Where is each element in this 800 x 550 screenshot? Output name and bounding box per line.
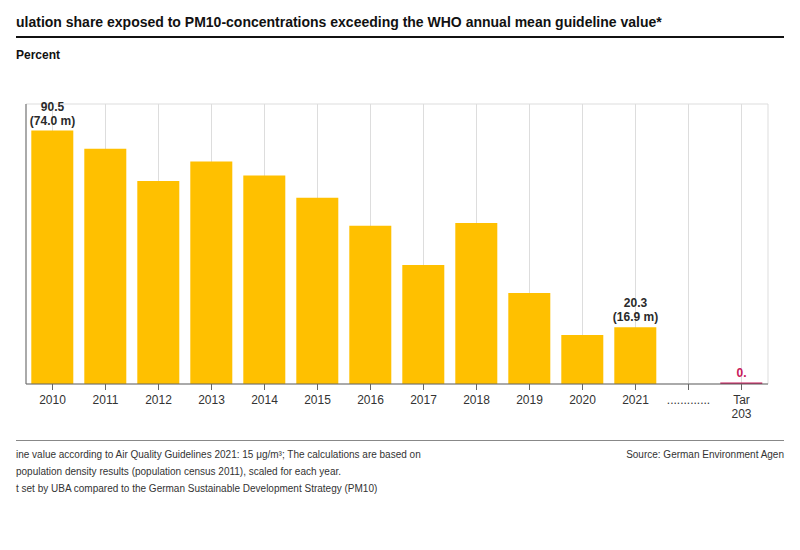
svg-text:2020: 2020 — [569, 393, 596, 407]
svg-text:2017: 2017 — [410, 393, 437, 407]
svg-text:2010: 2010 — [39, 393, 66, 407]
svg-text:Tar203: Tar203 — [731, 393, 751, 421]
svg-text:.............: ............. — [667, 393, 710, 407]
svg-text:2021: 2021 — [622, 393, 649, 407]
svg-text:2019: 2019 — [516, 393, 543, 407]
svg-text:2015: 2015 — [304, 393, 331, 407]
svg-text:2011: 2011 — [93, 393, 119, 407]
svg-text:20.3(16.9 m): 20.3(16.9 m) — [613, 296, 658, 324]
svg-text:0.: 0. — [736, 366, 746, 380]
svg-text:2012: 2012 — [145, 393, 172, 407]
svg-text:2018: 2018 — [463, 393, 490, 407]
html-text:ine value according to Air Qua: ine value according to Air Quality Guide… — [16, 449, 421, 460]
html-text:population density results (po: population density results (population c… — [16, 466, 341, 477]
svg-text:2013: 2013 — [198, 393, 225, 407]
html-text:ulation share exposed to PM10-: ulation share exposed to PM10-concentrat… — [16, 14, 662, 30]
svg-text:2014: 2014 — [251, 393, 278, 407]
svg-text:2016: 2016 — [357, 393, 384, 407]
html-text:t set by UBA compared to the G: t set by UBA compared to the German Sust… — [16, 483, 378, 494]
svg-text:90.5(74.0 m): 90.5(74.0 m) — [30, 100, 75, 128]
html-text:Source: German Environment Age: Source: German Environment Agen — [626, 449, 784, 460]
html-text:Percent: Percent — [16, 48, 60, 62]
